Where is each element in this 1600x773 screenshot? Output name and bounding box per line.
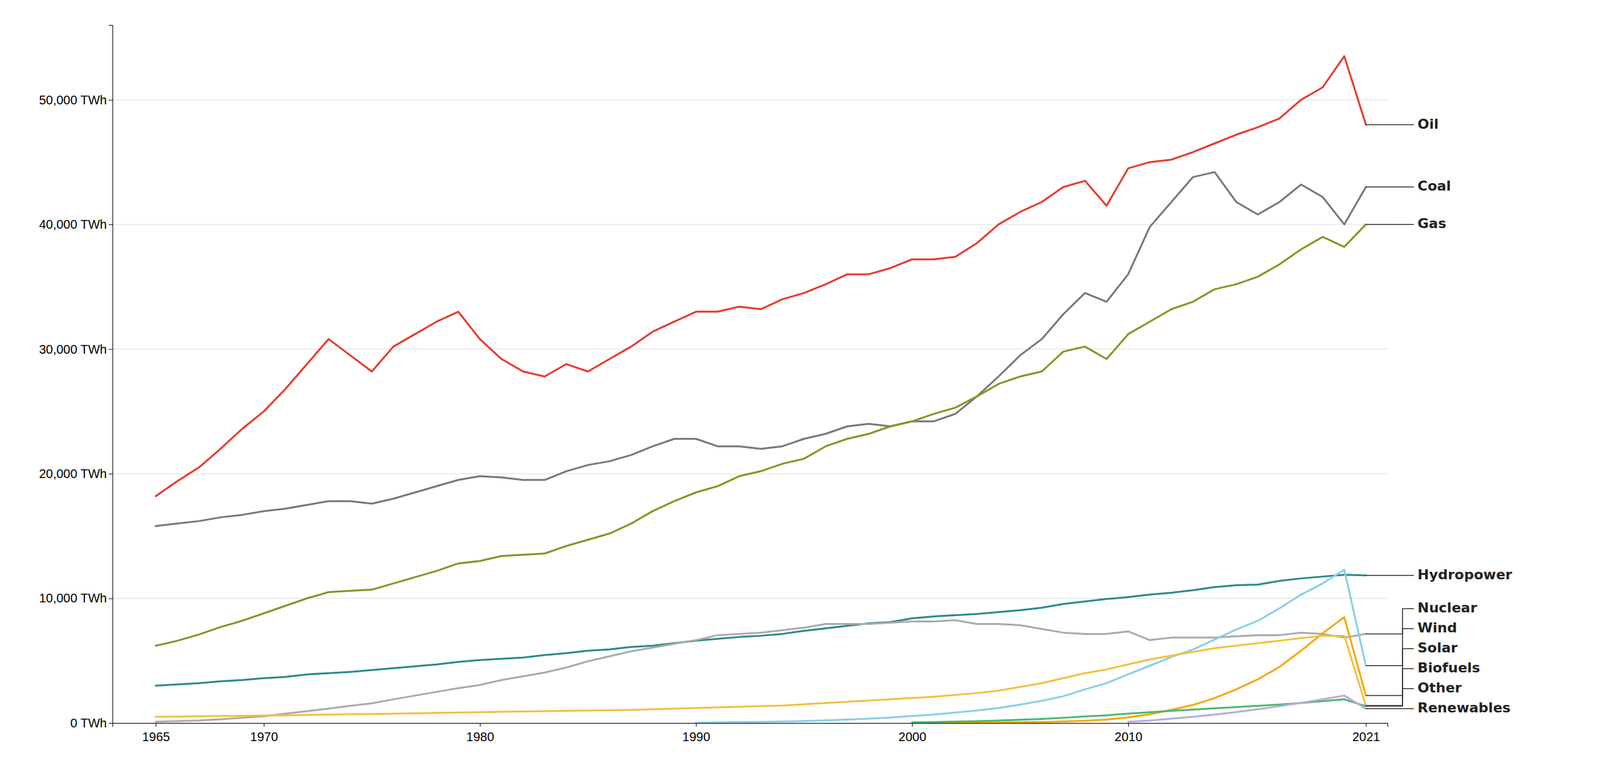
series-line (155, 224, 1366, 646)
series-labels: Oil Coal Gas Hydropower Nuclear Wind Solar Biof… (1365, 116, 1512, 716)
x-axis-line (113, 723, 1389, 728)
series-label: Solar (1417, 640, 1458, 656)
y-tick: 30,000 TWh (38, 342, 113, 357)
y-tick: 10,000 TWh (38, 591, 113, 605)
series-label: Other (1417, 680, 1462, 696)
y-axis: 0 TWh 10,000 TWh 20,000 TWh 30,000 TWh 40,00… (38, 25, 113, 730)
y-tick-label: 30,000 TWh (38, 342, 107, 357)
series-label: Oil (1417, 116, 1439, 132)
label-connector (1365, 668, 1414, 706)
series-label: Biofuels (1417, 660, 1480, 676)
grid-line (112, 224, 1388, 225)
label-connector (1365, 124, 1414, 126)
x-tick-mark (696, 723, 697, 727)
y-tick-label: 50,000 TWh (38, 93, 107, 107)
x-tick-label: 1965 (141, 730, 170, 744)
x-tick-label: 2021 (1352, 730, 1381, 744)
x-tick: 2021 (1352, 723, 1381, 744)
x-tick: 1970 (250, 723, 279, 744)
x-tick-label: 2010 (1114, 730, 1143, 744)
series-label: Gas (1417, 215, 1447, 232)
y-tick-mark (108, 598, 113, 600)
x-tick-label: 1980 (466, 730, 495, 744)
series-label: Coal (1417, 178, 1452, 194)
y-tick: 40,000 TWh (38, 217, 113, 232)
y-tick-label: 20,000 TWh (38, 466, 107, 481)
x-tick-label: 2000 (898, 730, 927, 744)
x-tick: 2000 (898, 723, 927, 744)
label-connector (1365, 628, 1414, 666)
series-label: Renewables (1417, 700, 1511, 716)
x-tick-mark (1365, 723, 1367, 727)
y-tick-mark (108, 473, 113, 475)
plot-area: 1965 1970 1980 1990 2000 2010 2021 0 TWh 10,000 … (38, 25, 1512, 745)
x-tick-mark (155, 723, 157, 727)
label-connector (1365, 186, 1414, 189)
y-tick-mark (108, 723, 113, 724)
series-line (155, 56, 1366, 497)
y-tick: 50,000 TWh (38, 93, 113, 107)
x-axis: 1965 1970 1980 1990 2000 2010 2021 (113, 723, 1389, 744)
y-tick-label: 40,000 TWh (38, 217, 107, 232)
y-tick-label: 0 TWh (70, 716, 107, 730)
grid-line (112, 99, 1388, 100)
series-line (155, 635, 1366, 717)
x-tick-label: 1970 (250, 730, 279, 744)
x-tick-mark (911, 723, 913, 727)
y-tick: 20,000 TWh (38, 466, 113, 481)
label-connector (1365, 223, 1414, 225)
y-tick: 0 TWh (70, 716, 113, 730)
x-tick: 1965 (141, 723, 170, 744)
y-tick-label: 10,000 TWh (38, 591, 107, 605)
grid (112, 100, 1388, 724)
y-axis-line (108, 25, 114, 724)
grid-line (112, 348, 1388, 350)
label-connector (1365, 608, 1414, 634)
series-line (1128, 695, 1366, 722)
series-line (911, 616, 1366, 723)
label-connector (1365, 575, 1414, 577)
x-tick: 1980 (466, 723, 495, 744)
series-line (155, 575, 1366, 687)
x-tick-mark (480, 723, 481, 727)
chart: 1965 1970 1980 1990 2000 2010 2021 0 TWh 10,000 … (0, 0, 1600, 773)
series-line (696, 570, 1367, 724)
series-label: Hydropower (1417, 566, 1513, 583)
y-tick-mark (108, 224, 113, 225)
label-connector (1365, 708, 1414, 710)
series-lines (155, 56, 1366, 724)
label-connector (1365, 688, 1414, 707)
x-tick-mark (1128, 723, 1129, 727)
y-tick-mark (108, 349, 113, 350)
x-tick-label: 1990 (682, 730, 711, 744)
series-label: Nuclear (1417, 600, 1477, 616)
x-tick: 1990 (682, 723, 711, 744)
series-label: Wind (1417, 620, 1457, 636)
x-tick-mark (263, 723, 265, 727)
x-tick: 2010 (1114, 723, 1143, 744)
series-line (155, 171, 1366, 526)
y-tick-mark (108, 100, 113, 101)
